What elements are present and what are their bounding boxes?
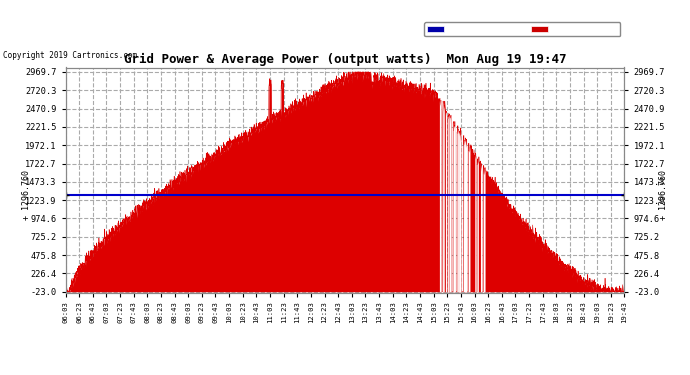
Title: Grid Power & Average Power (output watts)  Mon Aug 19 19:47: Grid Power & Average Power (output watts…: [124, 53, 566, 66]
Text: + 1296.760: + 1296.760: [22, 170, 31, 220]
Text: Copyright 2019 Cartronics.com: Copyright 2019 Cartronics.com: [3, 51, 137, 60]
Legend: Average (AC Watts), Grid  (AC Watts): Average (AC Watts), Grid (AC Watts): [424, 22, 620, 36]
Text: + 1296.760: + 1296.760: [659, 170, 668, 220]
